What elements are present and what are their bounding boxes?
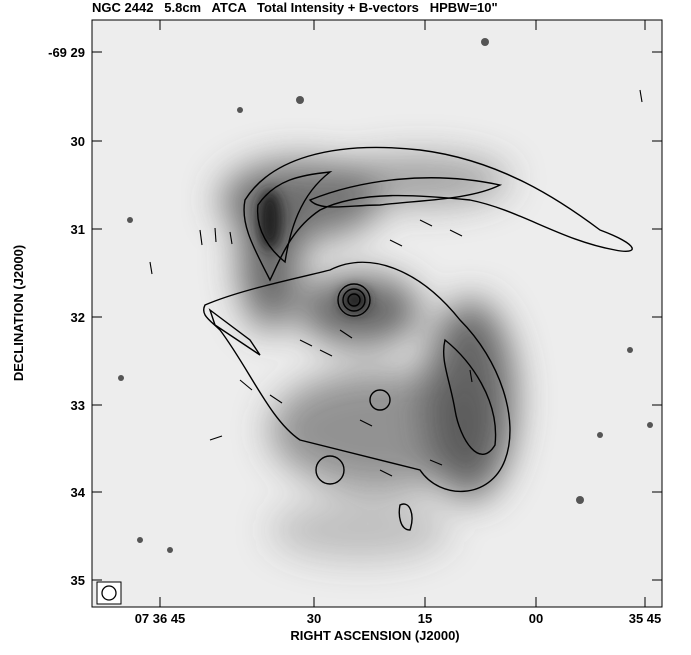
title: NGC 2442 5.8cm ATCA Total Intensity + B-… [92, 0, 498, 15]
y-tick-label: 33 [71, 398, 85, 413]
y-tick-label: 34 [71, 485, 86, 500]
frame [91, 19, 663, 608]
x-axis-label: RIGHT ASCENSION (J2000) [290, 628, 459, 643]
x-tick-label: 07 36 45 [135, 611, 186, 626]
x-tick-label: 35 45 [629, 611, 662, 626]
x-tick-label: 00 [529, 611, 543, 626]
image [92, 20, 662, 607]
y-tick-label: 30 [71, 134, 85, 149]
y-tick-label: 32 [71, 310, 85, 325]
y-tick-label: -69 29 [48, 45, 85, 60]
y-tick-label: 31 [71, 222, 85, 237]
x-tick-label: 30 [307, 611, 321, 626]
y-axis-label: DECLINATION (J2000) [11, 245, 26, 381]
y-tick-label: 35 [71, 573, 85, 588]
x-tick-label: 15 [418, 611, 432, 626]
